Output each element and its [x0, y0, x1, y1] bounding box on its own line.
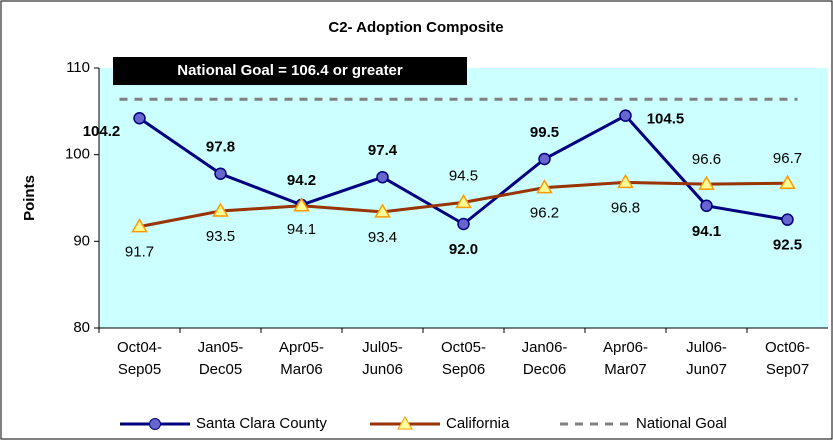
- legend-label: National Goal: [636, 415, 727, 432]
- legend-marker: [149, 418, 161, 430]
- marker: [698, 175, 715, 190]
- data-label: 92.5: [773, 237, 802, 254]
- legend-label: Santa Clara County: [196, 415, 327, 432]
- data-label: 97.4: [368, 142, 398, 159]
- data-label: 97.8: [206, 139, 235, 156]
- marker: [293, 197, 310, 212]
- marker: [619, 109, 632, 122]
- x-tick-label: Jan06-: [522, 339, 568, 356]
- x-tick-label: Oct04-: [117, 339, 162, 356]
- x-tick-label: Mar07: [604, 361, 647, 378]
- x-tick-label: Sep07: [766, 361, 809, 378]
- marker: [457, 217, 470, 231]
- x-tick-label: Dec05: [199, 361, 242, 378]
- data-label: 96.7: [773, 150, 802, 167]
- data-label: 91.7: [125, 244, 154, 261]
- data-label: 92.0: [449, 241, 478, 258]
- legend-marker: [397, 416, 413, 430]
- x-tick-label: Apr05-: [279, 339, 324, 356]
- x-tick-label: Mar06: [280, 361, 323, 378]
- x-tick-label: Jan05-: [198, 339, 244, 356]
- marker: [214, 167, 227, 180]
- x-tick-label: Jun06: [362, 361, 403, 378]
- data-label: 104.5: [647, 111, 685, 128]
- annotation-box: [113, 57, 467, 85]
- marker: [779, 174, 796, 190]
- data-label: 99.5: [530, 124, 559, 141]
- marker: [212, 202, 229, 217]
- marker: [536, 179, 553, 194]
- marker: [374, 203, 391, 218]
- data-label: 94.2: [287, 172, 316, 189]
- x-tick-label: Jul06-: [686, 339, 727, 356]
- marker: [538, 152, 551, 166]
- x-tick-label: Oct06-: [765, 339, 810, 356]
- data-label: 94.1: [692, 223, 721, 240]
- data-label: 96.8: [611, 199, 640, 216]
- y-tick-label: 100: [65, 146, 90, 163]
- data-label: 93.5: [206, 228, 235, 245]
- marker: [781, 213, 794, 226]
- data-label: 104.2: [83, 123, 121, 140]
- x-tick-label: Sep06: [442, 361, 485, 378]
- y-tick-label: 110: [66, 59, 90, 76]
- data-label: 96.6: [692, 151, 721, 168]
- x-tick-label: Oct05-: [441, 339, 486, 356]
- marker: [455, 193, 472, 209]
- marker: [376, 170, 389, 184]
- x-tick-label: Jun07: [686, 361, 727, 378]
- marker: [700, 199, 713, 213]
- x-tick-label: Sep05: [118, 361, 161, 378]
- y-tick-label: 80: [73, 319, 90, 336]
- data-label: 94.5: [449, 167, 478, 184]
- marker: [133, 112, 146, 125]
- marker: [617, 173, 634, 189]
- data-label: 93.4: [368, 229, 397, 246]
- legend-label: California: [446, 415, 510, 432]
- data-label: 96.2: [530, 205, 559, 222]
- annotation: National Goal = 106.4 or greater: [177, 62, 403, 79]
- data-label: 94.1: [287, 221, 316, 238]
- x-tick-label: Jul05-: [362, 339, 403, 356]
- chart-title: C2- Adoption Composite: [328, 19, 503, 36]
- x-tick-label: Dec06: [523, 361, 566, 378]
- x-tick-label: Apr06-: [603, 339, 648, 356]
- marker: [131, 218, 148, 233]
- y-tick-label: 90: [73, 232, 90, 249]
- y-axis-label: Points: [21, 175, 38, 221]
